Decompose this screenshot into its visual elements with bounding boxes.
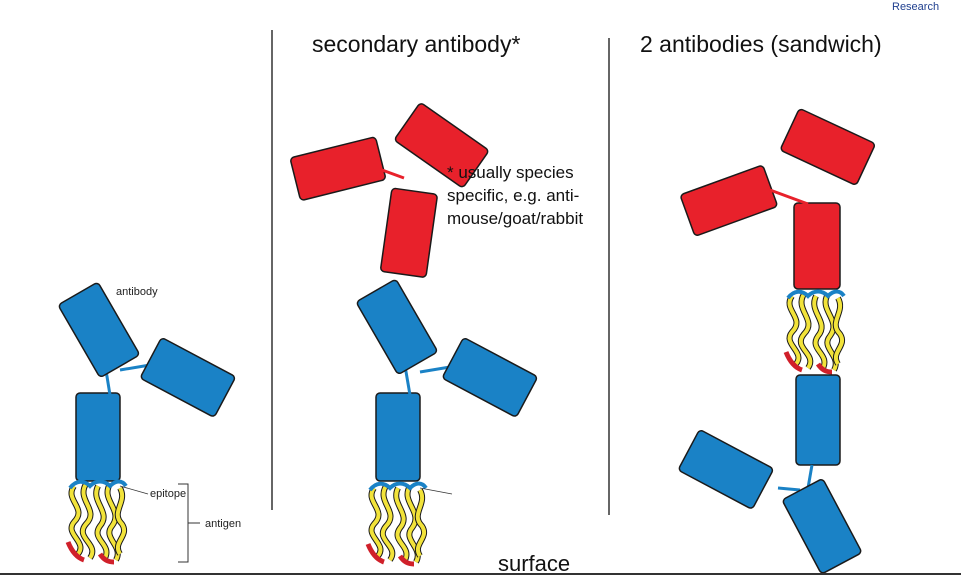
note-text: * usually species specific, e.g. anti- m… (447, 163, 583, 228)
primary-antibody-left (58, 282, 236, 482)
antigen-label: antigen (205, 518, 241, 530)
epitope-pointer (119, 485, 149, 495)
detection-antibody-red (680, 108, 876, 290)
secondary-panel-title: secondary antibody* (312, 31, 520, 57)
sandwich-panel-title: 2 antibodies (sandwich) (640, 31, 882, 57)
secondary-antibody-red (290, 103, 489, 278)
epitope-pointer-middle (419, 487, 453, 495)
antigen-right (786, 292, 844, 373)
note-line-3: mouse/goat/rabbit (447, 209, 583, 228)
capture-antibody-blue (678, 374, 862, 574)
note-line-1: * usually species (447, 163, 574, 182)
brand-label: Research (892, 1, 939, 13)
antigen-left (68, 482, 126, 563)
antigen-bracket (178, 483, 200, 563)
surface-label: surface (498, 551, 570, 576)
primary-antibody-middle (356, 279, 538, 482)
antigen-middle (368, 484, 426, 565)
note-line-2: specific, e.g. anti- (447, 186, 579, 205)
epitope-label: epitope (150, 488, 186, 500)
antibody-label: antibody (116, 286, 158, 298)
